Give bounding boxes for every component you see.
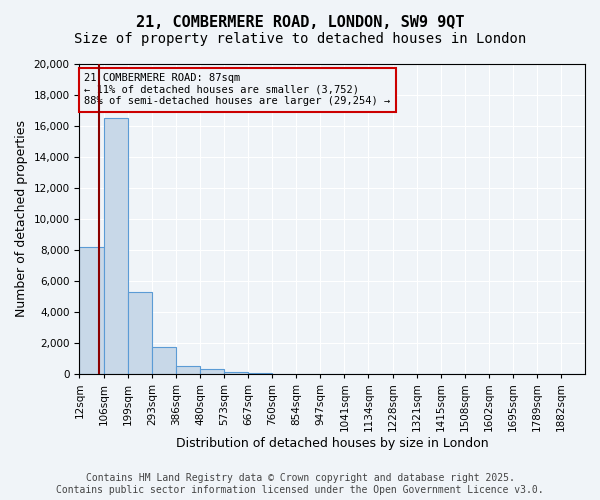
- Text: 21 COMBERMERE ROAD: 87sqm
← 11% of detached houses are smaller (3,752)
88% of se: 21 COMBERMERE ROAD: 87sqm ← 11% of detac…: [85, 74, 391, 106]
- Bar: [152, 348, 176, 374]
- Bar: [176, 366, 200, 374]
- Y-axis label: Number of detached properties: Number of detached properties: [15, 120, 28, 318]
- Bar: [104, 118, 128, 374]
- Bar: [200, 369, 224, 374]
- Bar: [224, 372, 248, 374]
- Text: Size of property relative to detached houses in London: Size of property relative to detached ho…: [74, 32, 526, 46]
- Text: 21, COMBERMERE ROAD, LONDON, SW9 9QT: 21, COMBERMERE ROAD, LONDON, SW9 9QT: [136, 15, 464, 30]
- X-axis label: Distribution of detached houses by size in London: Distribution of detached houses by size …: [176, 437, 488, 450]
- Text: Contains HM Land Registry data © Crown copyright and database right 2025.
Contai: Contains HM Land Registry data © Crown c…: [56, 474, 544, 495]
- Bar: [248, 373, 272, 374]
- Bar: [79, 246, 104, 374]
- Bar: [128, 292, 152, 374]
